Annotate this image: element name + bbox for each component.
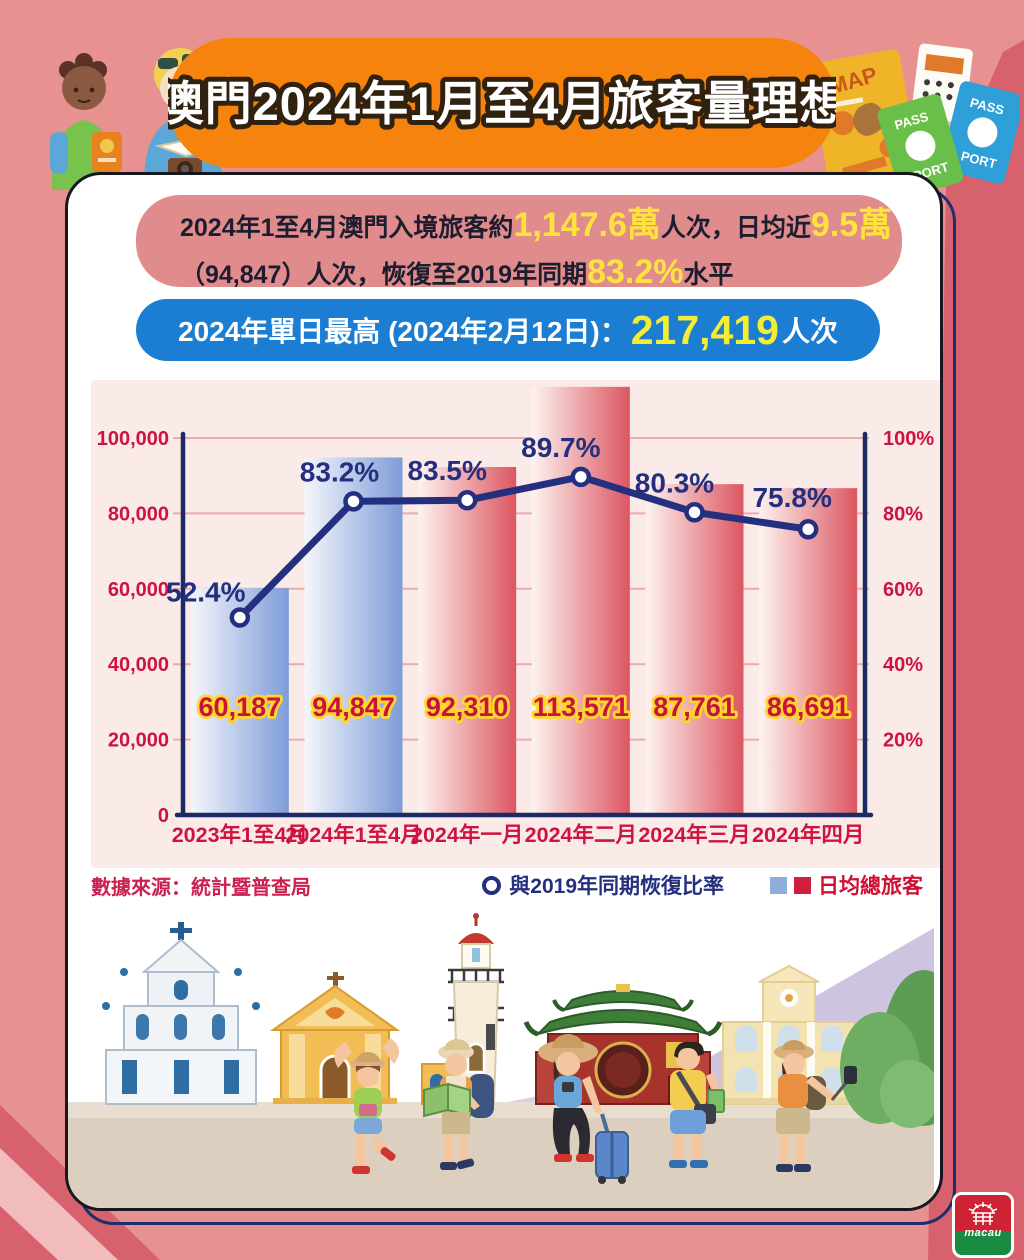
- svg-text:60,000: 60,000: [108, 579, 169, 601]
- tourist-map-reader-icon: [423, 1039, 494, 1170]
- svg-text:2024年二月: 2024年二月: [525, 822, 637, 847]
- peak-text: 2024年單日最高 (2024年2月12日)：: [178, 316, 628, 347]
- svg-text:0: 0: [158, 805, 169, 827]
- svg-text:2023年1至4月: 2023年1至4月: [172, 822, 308, 847]
- combo-chart: 60,187 94,847 92,310 113,571 87,761 86,691020…: [97, 386, 934, 847]
- svg-text:89.7%: 89.7%: [521, 432, 600, 463]
- svg-text:40%: 40%: [883, 654, 923, 676]
- svg-text:83.5%: 83.5%: [407, 455, 486, 486]
- selfie-stick-icon: [830, 1066, 857, 1101]
- svg-text:87,761: 87,761: [653, 692, 736, 722]
- tourist-yellow-shirt-icon: [669, 1041, 725, 1168]
- suitcase-icon: [595, 1113, 629, 1184]
- tourist-jumping-icon: [334, 1038, 400, 1174]
- legend-bar-label: 日均總旅客: [818, 875, 923, 898]
- bar-swatch-blue-icon: [770, 876, 787, 894]
- svg-text:20%: 20%: [883, 730, 923, 752]
- legend-bar-series: 日均總旅客: [770, 870, 923, 900]
- legend-row: 數據來源：統計暨普查局 與2019年同期恢復比率 日均總旅客: [91, 869, 923, 901]
- svg-text:83.2%: 83.2%: [300, 456, 379, 487]
- guia-lighthouse-icon: [421, 913, 504, 1105]
- svg-text:80%: 80%: [883, 503, 923, 525]
- summary-text: 水平: [683, 261, 734, 289]
- svg-text:92,310: 92,310: [426, 692, 509, 722]
- header-banner: 澳門2024年1月至4月旅客量理想: [168, 38, 836, 168]
- summary-line-1: 2024年1至4月澳門入境旅客約1,147.6萬人次，日均近9.5萬: [180, 205, 902, 252]
- chart-legend: 與2019年同期恢復比率 日均總旅客: [482, 870, 923, 900]
- logo-emblem-icon: [968, 1202, 998, 1225]
- svg-text:100%: 100%: [883, 428, 934, 450]
- content-card: 2024年1至4月澳門入境旅客約1,147.6萬人次，日均近9.5萬 （94,8…: [65, 172, 943, 1211]
- svg-text:80,000: 80,000: [108, 503, 169, 525]
- chart-panel: 60,187 94,847 92,310 113,571 87,761 86,691 0 20…: [91, 380, 940, 868]
- svg-text:40,000: 40,000: [108, 654, 169, 676]
- svg-text:2024年四月: 2024年四月: [752, 822, 864, 847]
- macau-tourism-logo: macau: [952, 1192, 1014, 1258]
- summary-box-daily-peak: 2024年單日最高 (2024年2月12日)： 217,419 人次: [136, 299, 880, 361]
- svg-text:113,571: 113,571: [533, 692, 629, 722]
- peak-text: 人次: [781, 316, 838, 347]
- svg-text:80.3%: 80.3%: [635, 467, 714, 498]
- summary-text: 人次，日均近: [660, 214, 811, 242]
- svg-text:75.8%: 75.8%: [752, 482, 831, 513]
- svg-text:2024年1至4月: 2024年1至4月: [285, 822, 421, 847]
- svg-text:2024年三月: 2024年三月: [638, 822, 750, 847]
- tourist-sunhat-icon: [538, 1034, 629, 1184]
- svg-text:52.4%: 52.4%: [166, 576, 245, 607]
- svg-text:100,000: 100,000: [97, 428, 169, 450]
- summary-text: （94,847）人次，恢復至2019年同期: [180, 261, 588, 289]
- summary-highlight: 9.5萬: [810, 206, 893, 244]
- tourist-selfie-icon: [774, 1040, 857, 1172]
- svg-text:20,000: 20,000: [108, 730, 169, 752]
- svg-text:60%: 60%: [883, 579, 923, 601]
- summary-box-arrivals: 2024年1至4月澳門入境旅客約1,147.6萬人次，日均近9.5萬 （94,8…: [136, 195, 902, 291]
- svg-text:2024年一月: 2024年一月: [411, 822, 523, 847]
- line-marker-icon: [482, 875, 502, 895]
- legend-line-series: 與2019年同期恢復比率: [482, 870, 724, 900]
- svg-text:94,847: 94,847: [312, 692, 395, 722]
- peak-highlight: 217,419: [630, 306, 779, 353]
- legend-line-label: 與2019年同期恢復比率: [509, 875, 724, 898]
- page-title: 澳門2024年1月至4月旅客量理想: [168, 77, 836, 130]
- svg-text:86,691: 86,691: [767, 692, 850, 722]
- bar-swatch-red-icon: [794, 876, 811, 894]
- ruins-st-pauls-icon: [102, 922, 260, 1105]
- summary-highlight: 83.2%: [587, 253, 684, 291]
- tourist-with-passport-icon: [50, 53, 122, 190]
- summary-line-2: （94,847）人次，恢復至2019年同期83.2%水平: [180, 252, 902, 299]
- summary-highlight: 1,147.6萬: [513, 206, 661, 244]
- bushes-icon: [840, 970, 934, 1128]
- summary-text: 2024年1至4月澳門入境旅客約: [180, 214, 514, 242]
- source-text: 數據來源：統計暨普查局: [91, 876, 311, 899]
- church-pilasters: [763, 1022, 815, 1104]
- macau-skyline-illustration: [68, 913, 934, 1208]
- yellow-church-icon: [269, 972, 401, 1104]
- svg-text:60,187: 60,187: [199, 692, 282, 722]
- logo-wordmark: macau: [964, 1227, 1002, 1239]
